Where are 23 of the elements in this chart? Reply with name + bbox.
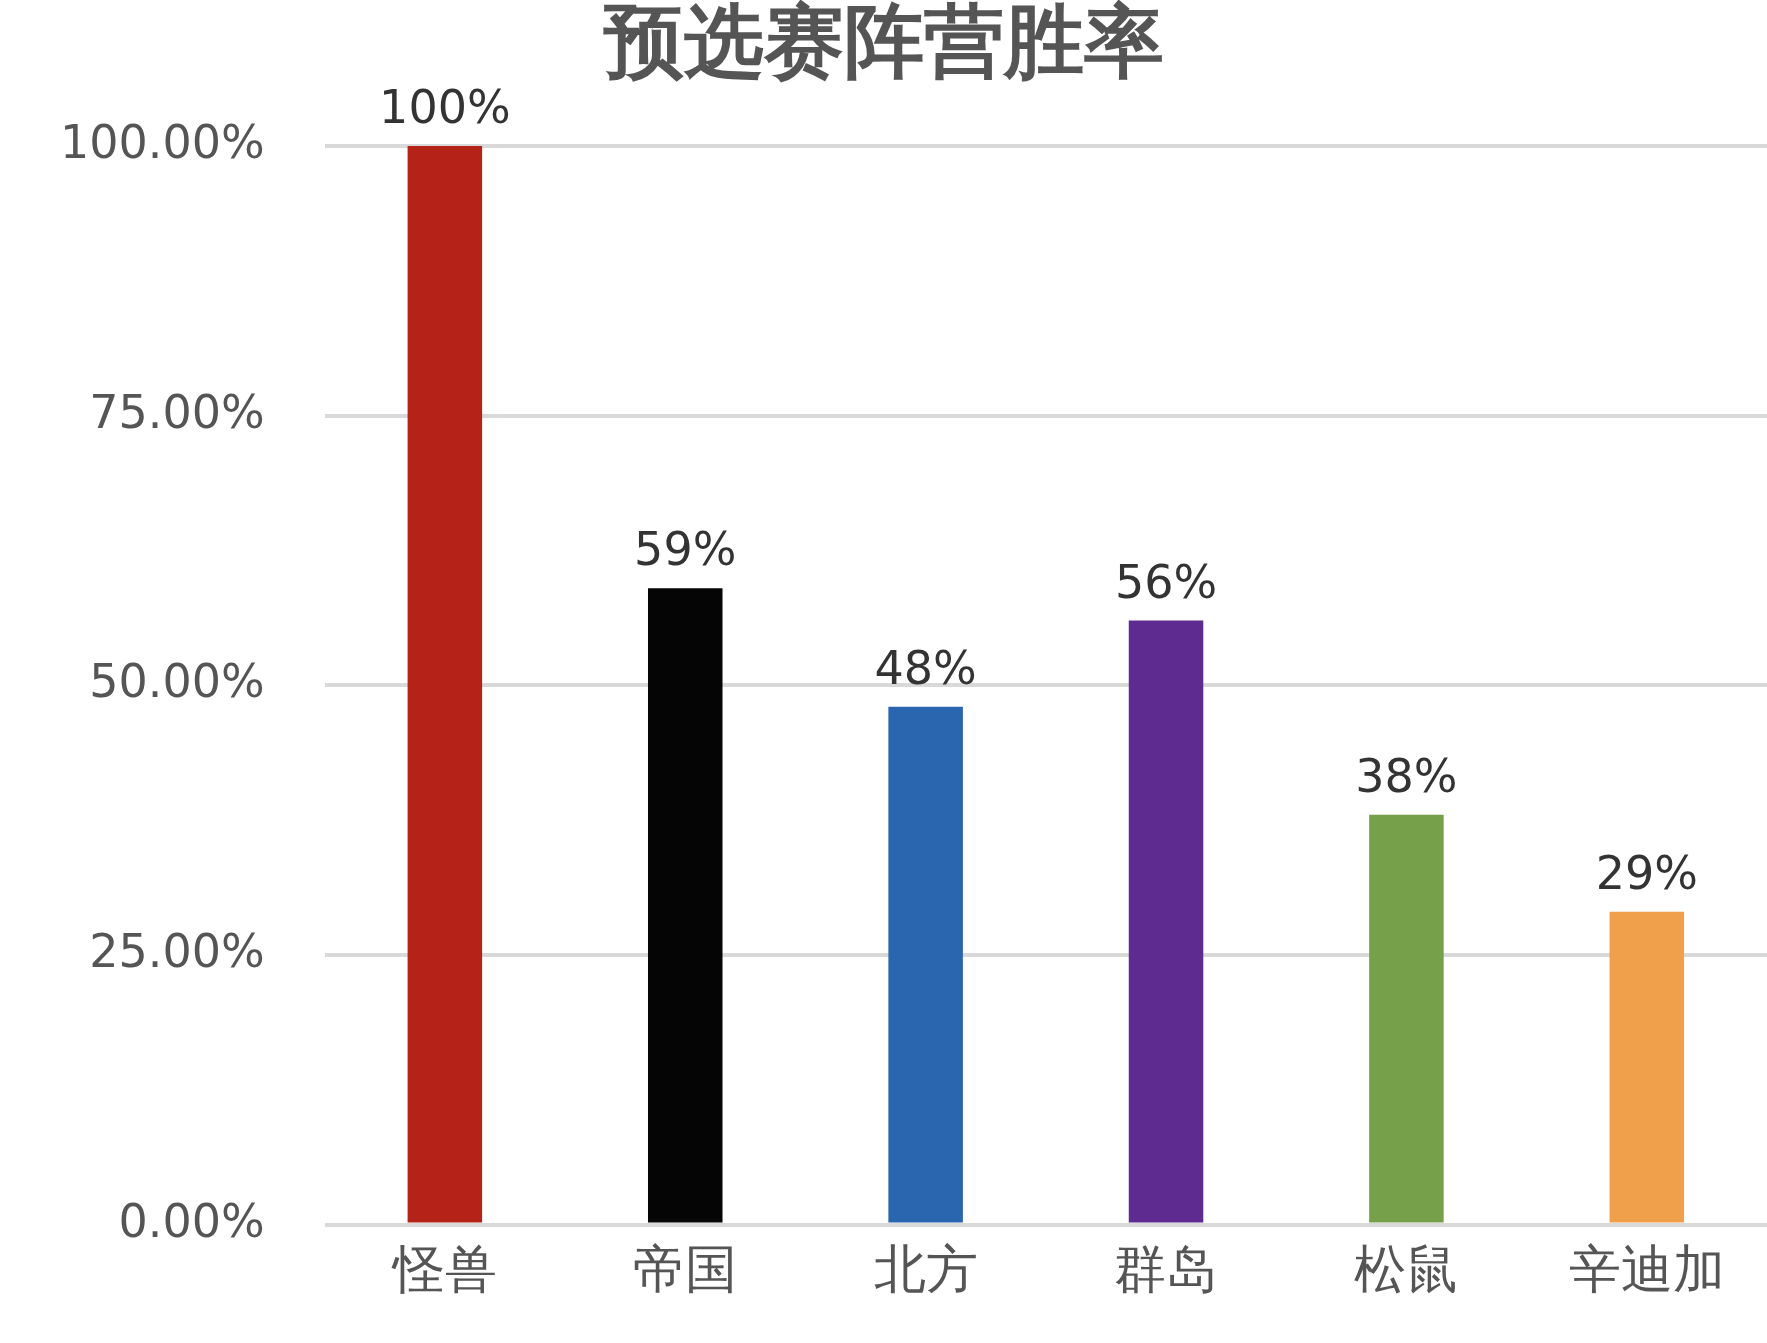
x-tick-label: 群岛 [1114,1239,1219,1300]
bar [407,146,483,1223]
y-tick-label: 100.00% [59,114,265,169]
bar [647,588,723,1223]
y-tick-label: 50.00% [89,654,265,709]
data-label: 38% [1355,748,1458,803]
data-label: 56% [1114,554,1218,609]
y-tick-label: 0.00% [118,1193,265,1248]
x-tick-label: 松鼠 [1354,1239,1459,1300]
bar [1609,911,1685,1223]
data-label: 29% [1595,845,1698,900]
data-label: 100% [379,79,511,134]
bar [888,706,963,1223]
y-tick-label: 75.00% [89,384,265,439]
data-label: 48% [874,640,977,695]
x-tick-label: 帝国 [633,1239,738,1300]
data-label: 59% [634,522,737,577]
x-tick-label: 辛迪加 [1568,1239,1725,1300]
y-tick-label: 25.00% [89,923,265,978]
bar [1128,620,1204,1223]
x-tick-label: 怪兽 [390,1239,497,1300]
bar [1369,814,1444,1223]
x-tick-label: 北方 [873,1239,978,1300]
